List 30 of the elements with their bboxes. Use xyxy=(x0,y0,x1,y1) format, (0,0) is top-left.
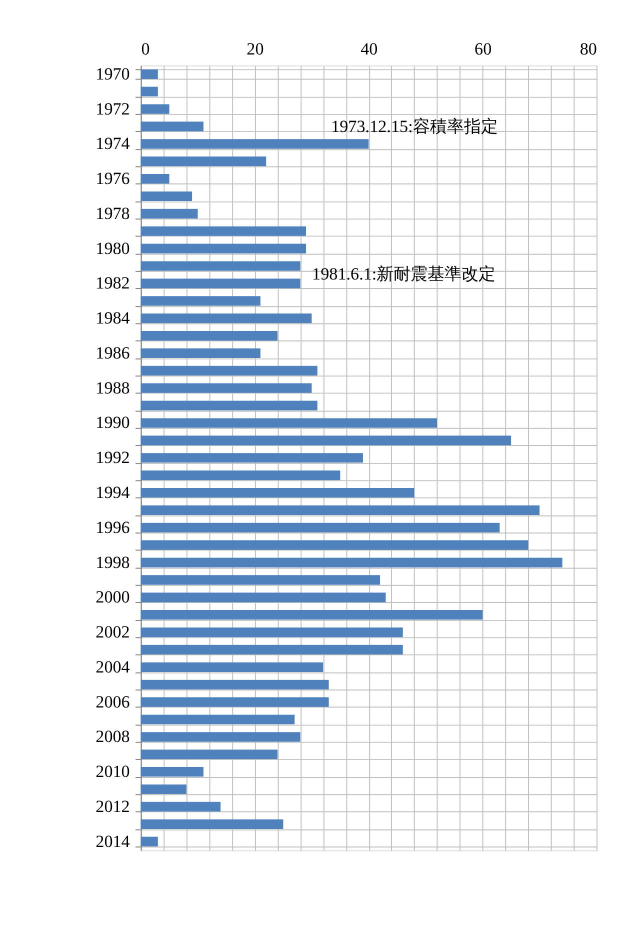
y-tick-label: 1986 xyxy=(96,343,130,362)
x-tick-label: 0 xyxy=(141,39,150,58)
y-tick-label: 2000 xyxy=(96,588,130,607)
y-tick-label: 2014 xyxy=(96,832,130,851)
x-tick-label: 80 xyxy=(580,39,597,58)
y-tick-label: 1980 xyxy=(96,238,130,258)
y-tick-label: 1978 xyxy=(96,204,130,223)
y-tick-label: 1988 xyxy=(96,378,130,398)
y-tick-label: 1990 xyxy=(96,413,130,432)
y-tick-label: 2006 xyxy=(96,692,130,712)
y-tick-label: 2010 xyxy=(96,762,130,782)
y-tick-label: 2012 xyxy=(96,796,130,816)
y-tick-label: 1994 xyxy=(96,482,130,502)
x-tick-label: 40 xyxy=(360,39,378,58)
y-tick-label: 1984 xyxy=(96,308,130,328)
y-tick-label: 1982 xyxy=(96,274,130,293)
annotation: 1981.6.1:新耐震基準改定 xyxy=(312,264,496,284)
x-tick-label: 20 xyxy=(246,39,264,58)
y-tick-label: 1974 xyxy=(96,134,130,154)
y-tick-label: 1976 xyxy=(96,169,130,188)
y-tick-label: 2008 xyxy=(96,727,130,746)
y-tick-label: 1992 xyxy=(96,448,130,468)
x-tick-label: 60 xyxy=(474,39,492,58)
y-tick-label: 1996 xyxy=(96,518,130,537)
y-tick-label: 1998 xyxy=(96,552,130,572)
annotation: 1973.12.15:容積率指定 xyxy=(331,117,498,136)
y-tick-label: 1970 xyxy=(96,64,130,84)
y-tick-label: 2002 xyxy=(96,622,130,642)
y-tick-label: 1972 xyxy=(96,99,130,118)
y-tick-label: 2004 xyxy=(96,657,130,676)
